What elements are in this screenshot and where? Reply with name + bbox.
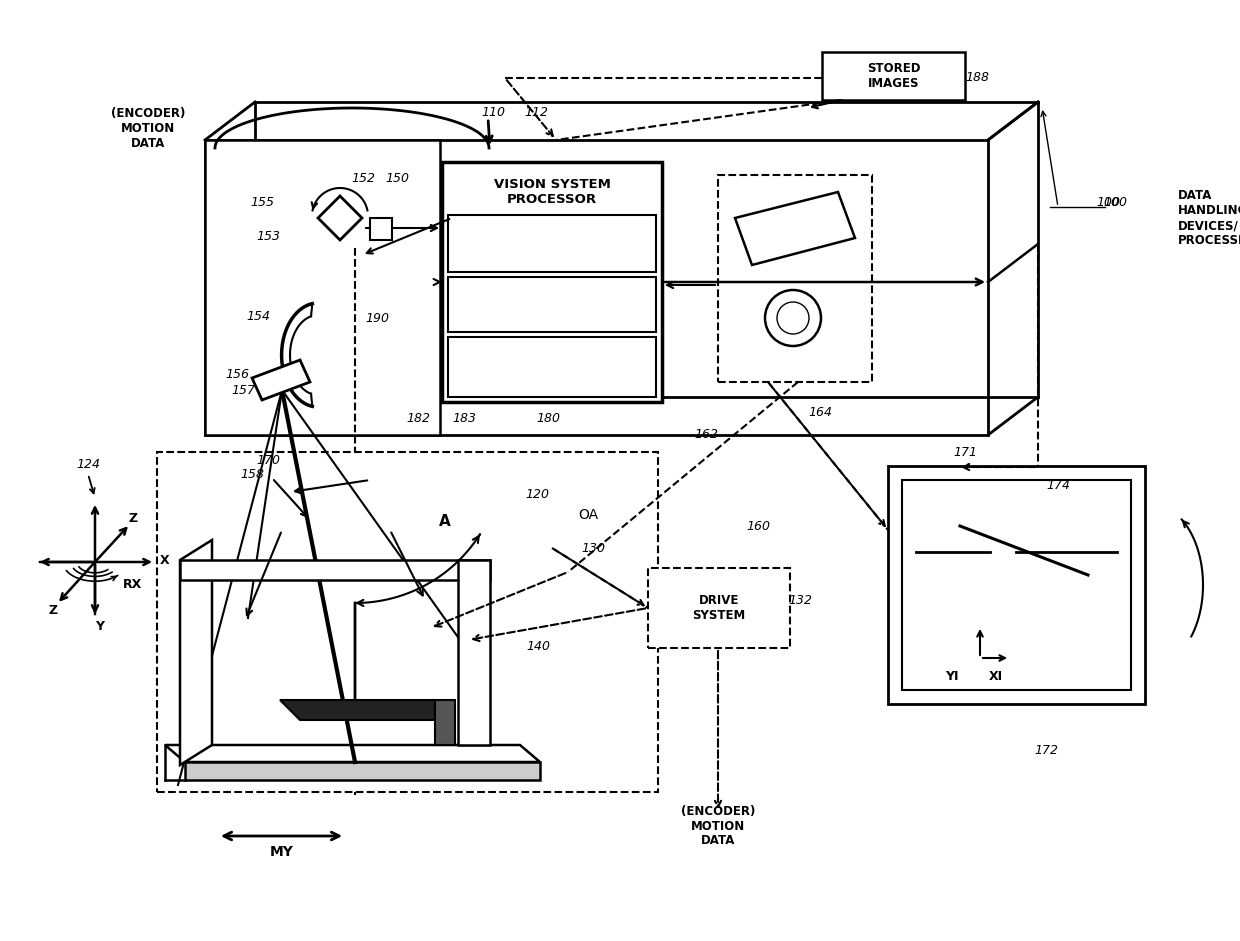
Text: 182: 182 <box>405 411 430 424</box>
Text: 140: 140 <box>526 641 551 653</box>
Text: 150: 150 <box>384 171 409 184</box>
Text: 183: 183 <box>453 411 476 424</box>
Polygon shape <box>180 540 212 765</box>
Bar <box>649 568 790 648</box>
Text: 132: 132 <box>787 594 812 607</box>
Text: Z: Z <box>48 603 57 616</box>
Text: 130: 130 <box>582 541 605 554</box>
Text: 155: 155 <box>250 196 274 209</box>
Text: 112: 112 <box>525 105 548 119</box>
Text: Y: Y <box>95 620 104 633</box>
Text: 154: 154 <box>246 310 270 323</box>
Text: 190: 190 <box>365 311 389 325</box>
Text: 158: 158 <box>241 468 264 481</box>
Text: (ENCODER)
MOTION
DATA: (ENCODER) MOTION DATA <box>110 106 185 150</box>
Polygon shape <box>435 700 455 745</box>
Text: 156: 156 <box>224 368 249 380</box>
Text: 157: 157 <box>231 384 255 396</box>
Text: (ENCODER)
MOTION
DATA: (ENCODER) MOTION DATA <box>681 805 755 848</box>
Text: 188: 188 <box>965 71 990 84</box>
Text: DATA
HANDLING
DEVICES/
PROCESSES: DATA HANDLING DEVICES/ PROCESSES <box>1178 189 1240 247</box>
Text: A: A <box>439 515 451 530</box>
Text: RX: RX <box>123 578 143 591</box>
Text: DRIVE
SYSTEM: DRIVE SYSTEM <box>692 594 745 622</box>
Text: X: X <box>160 553 170 566</box>
Text: 110: 110 <box>481 105 505 119</box>
Text: 100: 100 <box>1096 196 1120 209</box>
Text: 153: 153 <box>255 230 280 243</box>
Text: 152: 152 <box>351 171 374 184</box>
Text: VISION SYSTEM
PROCESSOR: VISION SYSTEM PROCESSOR <box>494 178 610 206</box>
Polygon shape <box>185 762 539 780</box>
Bar <box>441 162 662 402</box>
Bar <box>718 175 872 382</box>
Text: 162: 162 <box>694 427 718 440</box>
Polygon shape <box>180 560 490 580</box>
Text: MIRROR
CONTROL: MIRROR CONTROL <box>521 230 584 258</box>
Bar <box>157 452 658 792</box>
Text: YI: YI <box>945 669 959 682</box>
Text: 124: 124 <box>76 457 100 470</box>
Text: Z: Z <box>129 512 138 524</box>
Text: 160: 160 <box>746 519 770 533</box>
Text: 170: 170 <box>255 454 280 467</box>
Text: 164: 164 <box>808 406 832 419</box>
Text: OA: OA <box>578 508 598 522</box>
Polygon shape <box>317 196 362 240</box>
Text: STORED
IMAGES: STORED IMAGES <box>867 62 920 90</box>
Circle shape <box>777 302 808 334</box>
Bar <box>205 140 988 435</box>
Polygon shape <box>280 700 455 720</box>
Text: 171: 171 <box>954 445 977 458</box>
Text: 159: 159 <box>316 699 340 712</box>
Text: 100: 100 <box>1104 196 1127 209</box>
Text: 120: 120 <box>525 487 549 501</box>
Text: XI: XI <box>990 669 1003 682</box>
Text: 172: 172 <box>1034 743 1058 757</box>
Polygon shape <box>252 360 310 400</box>
Text: MY: MY <box>270 845 294 859</box>
Bar <box>370 218 392 240</box>
Bar <box>901 480 1131 690</box>
Bar <box>205 140 440 435</box>
Bar <box>448 277 656 332</box>
Circle shape <box>765 290 821 346</box>
Text: SENSOR
PROCESS: SENSOR PROCESS <box>522 291 583 318</box>
Polygon shape <box>735 192 856 265</box>
Polygon shape <box>458 560 490 745</box>
Text: 174: 174 <box>1047 479 1070 491</box>
Polygon shape <box>165 745 539 762</box>
Text: 180: 180 <box>536 411 560 424</box>
Text: VISION
TOOLS: VISION TOOLS <box>528 353 575 381</box>
Bar <box>888 466 1145 704</box>
Bar <box>448 337 656 397</box>
Bar <box>448 215 656 272</box>
Bar <box>822 52 965 100</box>
